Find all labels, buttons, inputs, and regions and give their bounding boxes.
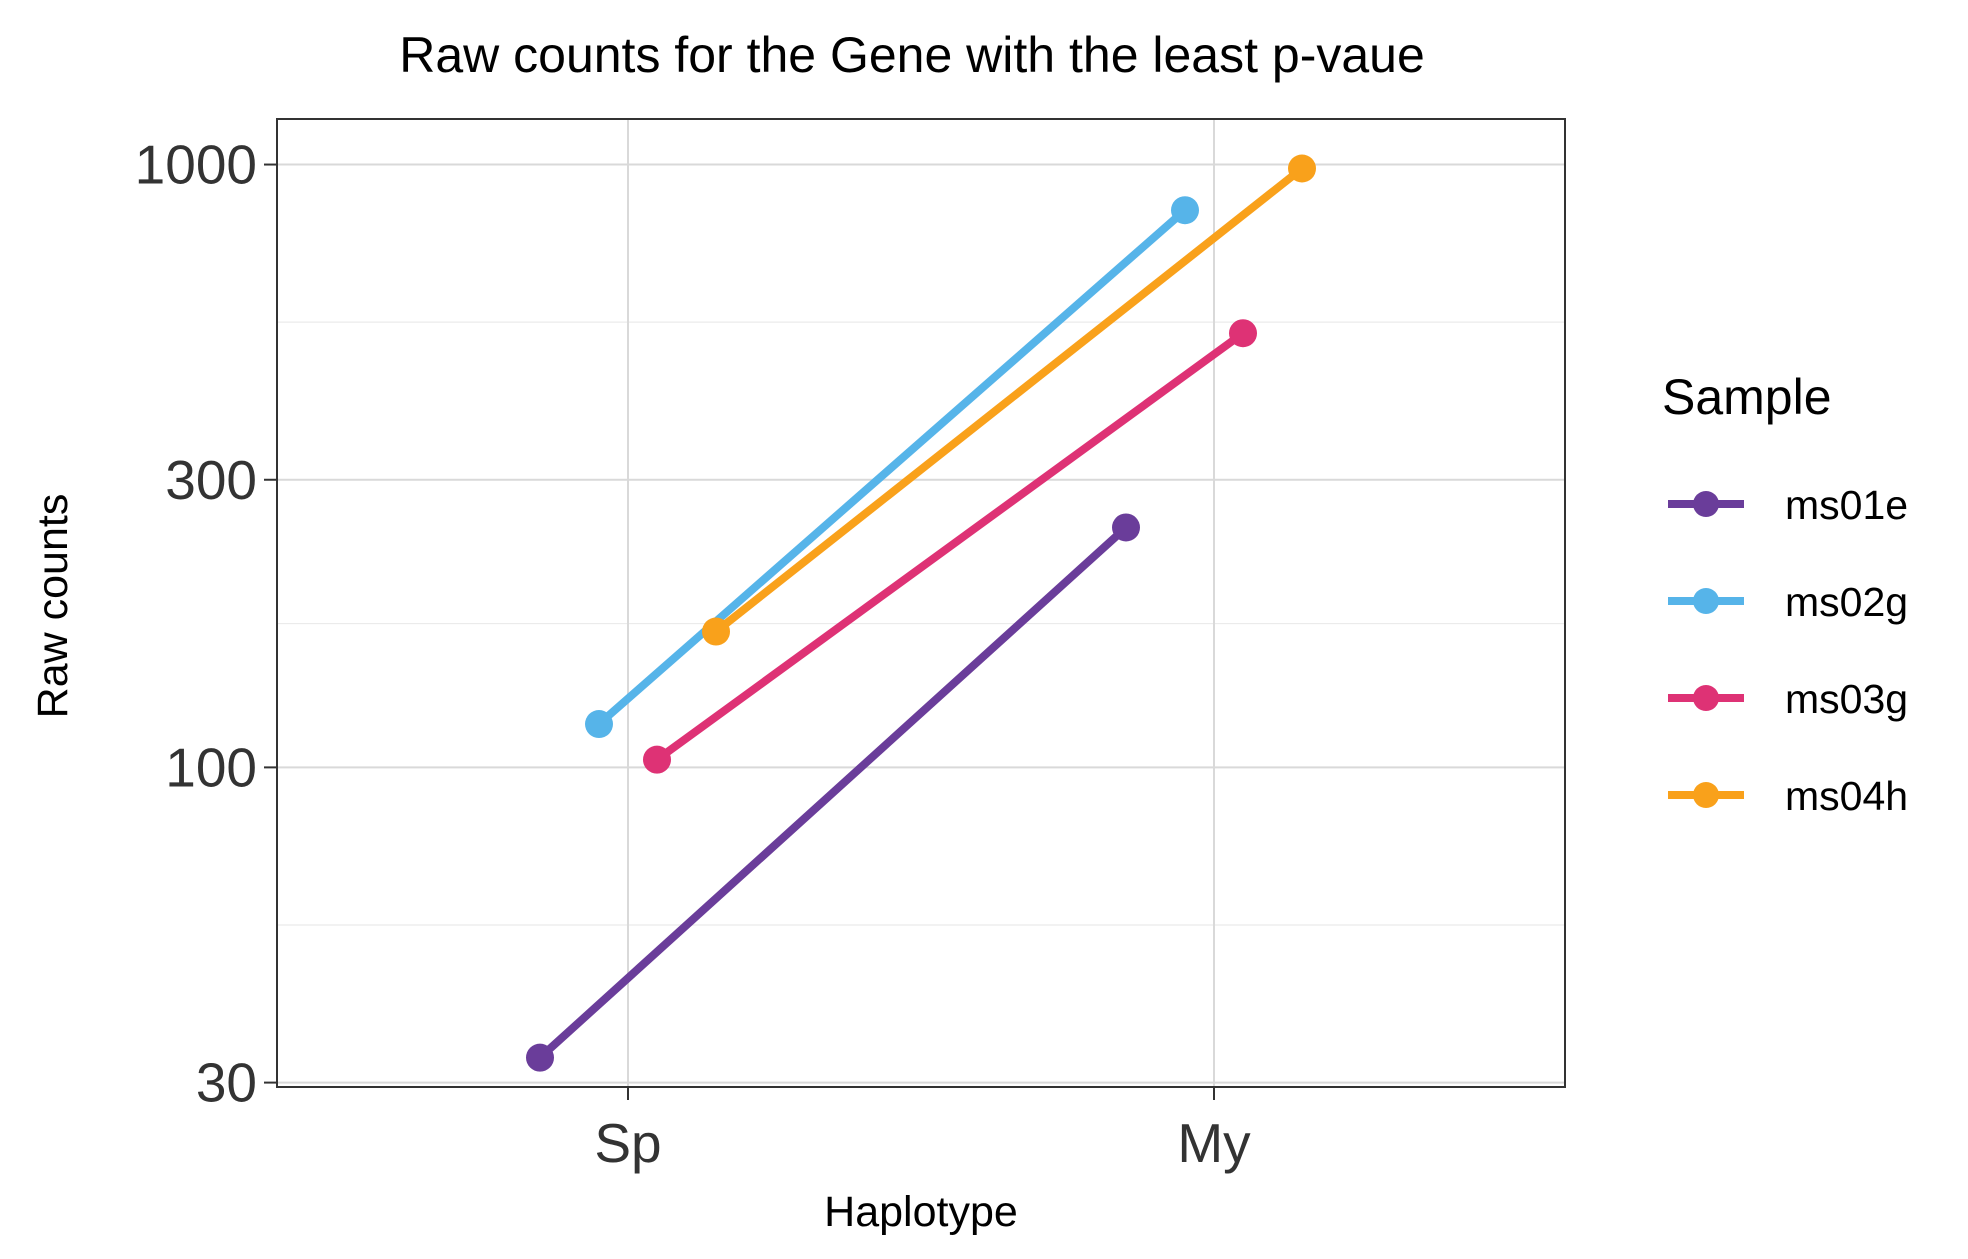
legend-item-ms04h: ms04h [1668,773,1908,819]
legend-item-ms02g: ms02g [1668,579,1908,625]
series-line [596,207,1188,728]
y-tick-label: 1000 [135,134,257,196]
data-point [526,1043,554,1072]
data-point [1171,196,1199,225]
legend-items: ms01e ms02g ms03g ms04h [1668,482,1908,819]
data-point [643,745,671,774]
legend-label: ms02g [1785,579,1908,625]
data-point [702,617,730,646]
plot-series [526,154,1316,1072]
y-tick-label: 30 [196,1052,257,1114]
data-point [1229,319,1257,348]
series-line [537,524,1129,1061]
y-axis-title: Raw counts [29,494,77,719]
y-tick-label: 300 [165,449,257,511]
legend-key-point [1693,491,1719,517]
legend-item-ms01e: ms01e [1668,482,1908,528]
legend-key-point [1693,685,1719,711]
series-ms03g [643,319,1257,774]
legend-key-point [1693,588,1719,614]
legend-key-point [1693,782,1719,808]
series-ms04h [702,154,1316,646]
plot-grid [277,119,1565,1087]
x-tick-label: My [1177,1112,1251,1174]
plot-panel [277,119,1565,1087]
legend-item-ms03g: ms03g [1668,676,1908,722]
legend: Sample ms01e ms02g ms03g ms04h [1662,369,1908,819]
series-ms02g [585,196,1199,739]
x-axis-title: Haplotype [824,1188,1018,1236]
series-ms01e [526,513,1140,1072]
plot-axes: 30 100 300 1000 Sp My [135,134,1252,1174]
data-point [1288,154,1316,183]
legend-label: ms04h [1785,773,1908,819]
data-point [585,710,613,739]
y-tick-label: 100 [165,736,257,798]
legend-title: Sample [1662,369,1832,425]
series-line [654,330,1246,763]
data-point [1112,513,1140,542]
legend-label: ms03g [1785,676,1908,722]
legend-label: ms01e [1785,482,1908,528]
series-line [713,165,1305,635]
chart-title: Raw counts for the Gene with the least p… [399,27,1425,83]
x-tick-label: Sp [594,1112,661,1174]
plot-border [276,118,1566,1088]
